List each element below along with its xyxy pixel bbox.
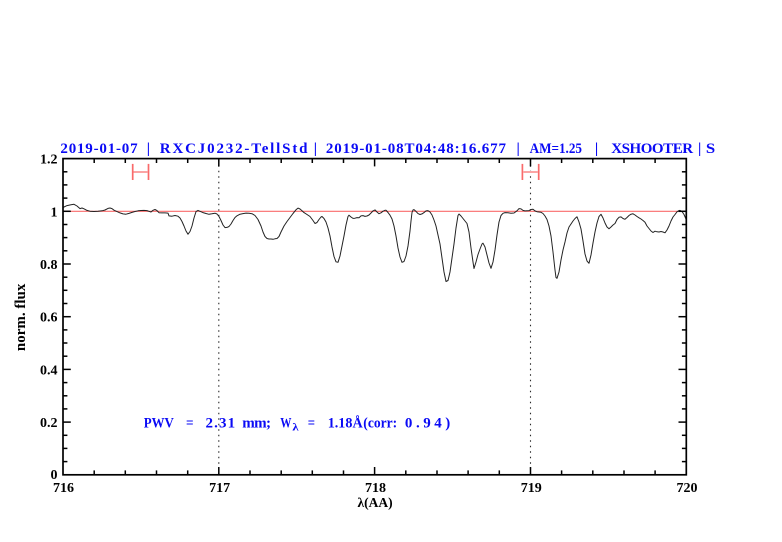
svg-text:=: = (186, 415, 194, 431)
svg-text:2019-01-07: 2019-01-07 (60, 141, 138, 157)
svg-text:0.6: 0.6 (40, 311, 58, 326)
svg-text:|: | (595, 141, 598, 157)
svg-text:720: 720 (677, 481, 698, 496)
svg-text:λ(AA): λ(AA) (357, 495, 392, 510)
svg-text:0.94): 0.94) (405, 415, 450, 431)
svg-text:XSHOOTER: XSHOOTER (611, 141, 693, 157)
svg-text:0.2: 0.2 (40, 416, 58, 431)
svg-text:(corr:: (corr: (363, 415, 397, 431)
svg-text:1: 1 (51, 205, 58, 220)
svg-text:2019-01-08T04:48:16.677: 2019-01-08T04:48:16.677 (326, 141, 507, 157)
svg-text:1.18Å: 1.18Å (328, 415, 363, 431)
svg-text:|: | (517, 141, 520, 157)
svg-text:λ: λ (292, 422, 299, 433)
svg-text:|: | (698, 141, 701, 157)
svg-text:0.4: 0.4 (40, 363, 58, 378)
svg-text:norm. flux: norm. flux (13, 283, 29, 351)
svg-text:719: 719 (521, 481, 542, 496)
svg-text:1.2: 1.2 (40, 153, 58, 168)
svg-text:|: | (147, 141, 150, 157)
svg-text:0.8: 0.8 (40, 258, 58, 273)
svg-text:AM=1.25: AM=1.25 (530, 141, 582, 157)
svg-text:716: 716 (53, 481, 74, 496)
svg-text:S: S (706, 141, 715, 157)
svg-text:2.31: 2.31 (206, 415, 236, 431)
svg-text:=: = (308, 415, 315, 431)
svg-text:mm;: mm; (242, 415, 271, 431)
svg-text:W: W (280, 415, 291, 431)
svg-text:717: 717 (209, 481, 230, 496)
svg-text:0: 0 (51, 468, 58, 483)
svg-text:|: | (314, 141, 317, 157)
svg-text:718: 718 (365, 481, 386, 496)
svg-text:PWV: PWV (144, 415, 174, 431)
